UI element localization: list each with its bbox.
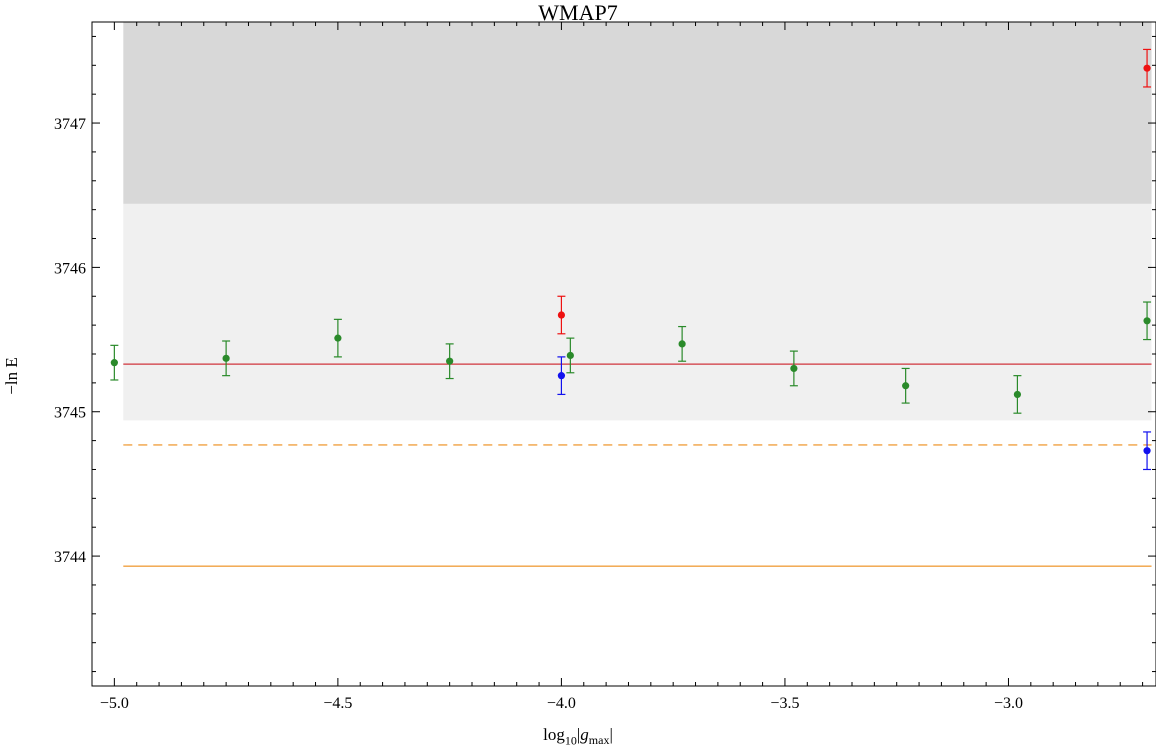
chart-title: WMAP7 [538, 0, 618, 25]
axis-ticks: −5.0 −4.5 −4.0 −3.5 −3.0 3744 3745 3746 3747 [54, 22, 1156, 712]
band-1 [123, 203, 1152, 421]
data-marker [334, 334, 342, 342]
data-marker [790, 364, 798, 373]
point-0-7 [901, 367, 910, 404]
data-marker [902, 382, 910, 390]
data-marker [566, 351, 574, 360]
x-axis-label-sub: 10 [564, 733, 577, 748]
y-tick-label: 3746 [54, 260, 86, 277]
data-marker [1143, 447, 1151, 455]
point-0-2 [333, 318, 342, 358]
data-marker [678, 340, 686, 348]
data-marker [1143, 64, 1151, 72]
x-tick-label: −5.0 [100, 695, 129, 712]
point-0-6 [789, 350, 798, 387]
y-axis-label: −ln E [2, 357, 21, 395]
x-axis-label-base: log [543, 725, 565, 744]
band-0 [123, 22, 1152, 204]
x-axis-label-var: g [580, 725, 589, 744]
point-0-0 [110, 344, 119, 381]
point-1-1 [1143, 48, 1152, 88]
data-marker [1143, 317, 1151, 325]
x-tick-label: −4.0 [547, 695, 576, 712]
x-axis-label: log10|gmax| [543, 725, 613, 748]
data-points [110, 48, 1152, 471]
x-axis-label-varsub: max [588, 733, 610, 747]
point-0-1 [222, 340, 231, 377]
point-2-0 [557, 356, 566, 396]
data-marker [110, 359, 118, 367]
data-marker [557, 311, 566, 319]
point-0-8 [1013, 375, 1022, 414]
point-0-3 [445, 343, 454, 380]
x-tick-label: −3.0 [994, 695, 1023, 712]
point-0-4 [566, 337, 575, 374]
data-marker [446, 357, 454, 365]
y-tick-label: 3745 [54, 405, 86, 422]
data-marker [222, 354, 230, 362]
y-tick-label: 3744 [54, 549, 86, 566]
point-2-1 [1143, 431, 1152, 471]
x-tick-label: −3.5 [770, 695, 799, 712]
x-tick-label: −4.5 [323, 695, 352, 712]
reference-lines [123, 363, 1152, 567]
data-marker [557, 372, 566, 380]
point-0-5 [678, 325, 687, 362]
point-0-9 [1143, 301, 1152, 341]
point-1-0 [557, 295, 566, 335]
y-tick-label: 3747 [54, 116, 86, 133]
shaded-bands [123, 22, 1152, 421]
data-marker [1013, 390, 1022, 399]
